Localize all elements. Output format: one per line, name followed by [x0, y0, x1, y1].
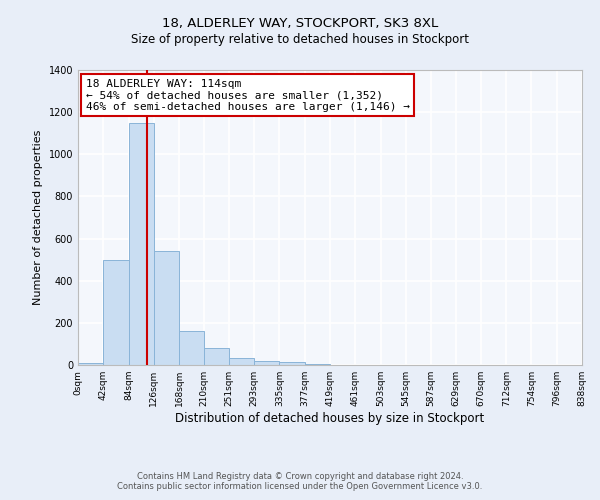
Bar [103, 260, 128, 365]
Text: Contains HM Land Registry data © Crown copyright and database right 2024.: Contains HM Land Registry data © Crown c… [137, 472, 463, 481]
Bar [229, 358, 254, 365]
Text: Contains public sector information licensed under the Open Government Licence v3: Contains public sector information licen… [118, 482, 482, 491]
Bar [254, 361, 280, 365]
X-axis label: Distribution of detached houses by size in Stockport: Distribution of detached houses by size … [175, 412, 485, 425]
Bar [78, 363, 103, 365]
Bar [179, 332, 205, 365]
Text: Size of property relative to detached houses in Stockport: Size of property relative to detached ho… [131, 32, 469, 46]
Bar [128, 122, 154, 365]
Bar [280, 362, 305, 365]
Bar [205, 348, 229, 365]
Text: 18 ALDERLEY WAY: 114sqm
← 54% of detached houses are smaller (1,352)
46% of semi: 18 ALDERLEY WAY: 114sqm ← 54% of detache… [86, 79, 410, 112]
Y-axis label: Number of detached properties: Number of detached properties [33, 130, 43, 305]
Bar [305, 364, 330, 365]
Text: 18, ALDERLEY WAY, STOCKPORT, SK3 8XL: 18, ALDERLEY WAY, STOCKPORT, SK3 8XL [162, 18, 438, 30]
Bar [154, 251, 179, 365]
